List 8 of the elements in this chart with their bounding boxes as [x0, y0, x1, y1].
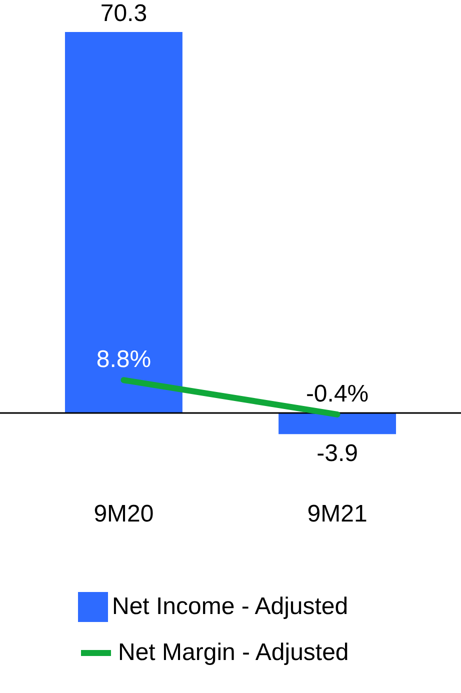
data-label: -0.4% [306, 380, 369, 408]
data-label: 70.3 [100, 0, 148, 27]
x-tick-label: 9M21 [307, 500, 368, 528]
data-label: 8.8% [96, 346, 152, 374]
legend-label: Net Margin - Adjusted [118, 639, 349, 666]
legend-label: Net Income - Adjusted [112, 593, 348, 620]
data-label: -3.9 [316, 440, 358, 468]
x-tick-label: 9M20 [94, 500, 154, 528]
